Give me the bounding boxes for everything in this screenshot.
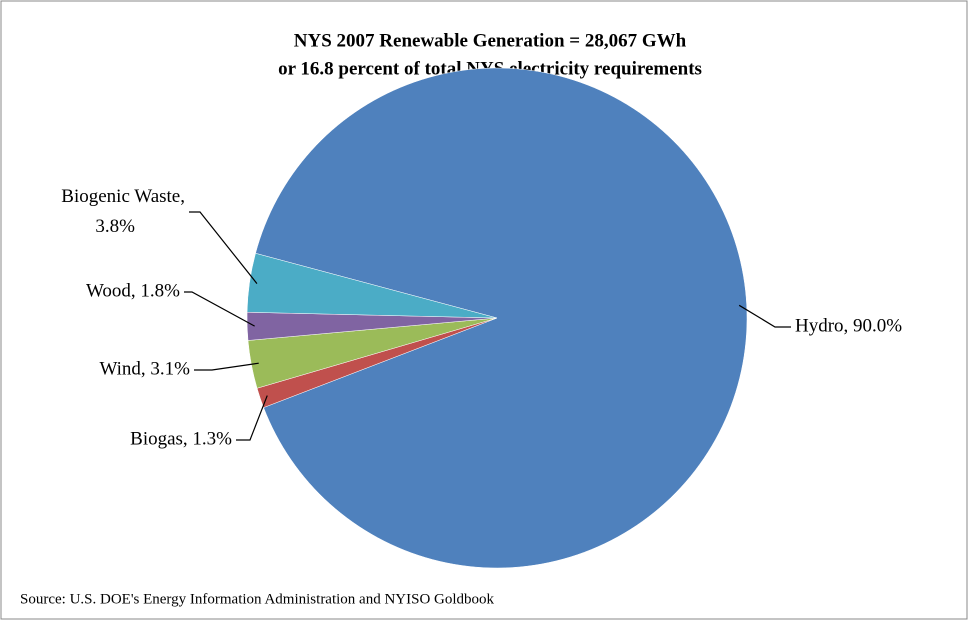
label-line: 3.8% [95,216,135,237]
leader-line [184,291,255,327]
data-label: Hydro, 90.0% [795,315,902,336]
data-label: Biogas, 1.3% [130,428,232,449]
data-label: Wood, 1.8% [86,280,180,301]
data-label: Biogenic Waste, 3.8% [61,186,185,237]
leader-line [738,304,791,328]
chart-title: NYS 2007 Renewable Generation = 28,067 G… [294,30,687,51]
data-label: Wind, 3.1% [99,358,190,379]
pie-slice [255,67,748,569]
leader-line [194,362,259,371]
leader-line [236,395,268,441]
pie-slice [246,252,498,319]
leader-line [189,211,258,284]
label-line: Biogenic Waste, [61,186,185,207]
source-note: Source: U.S. DOE's Energy Information Ad… [20,591,495,607]
